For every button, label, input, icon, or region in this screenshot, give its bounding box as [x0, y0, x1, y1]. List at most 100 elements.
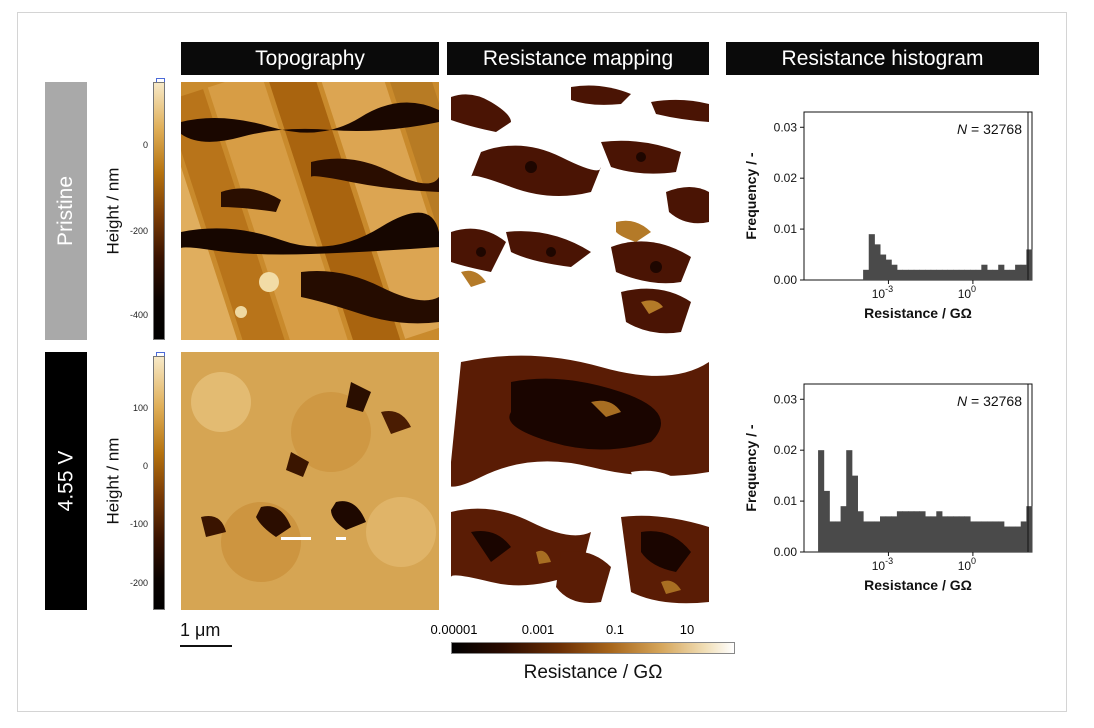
sample-count-annotation: N = 32768 [957, 121, 1022, 137]
histogram-bar [1003, 526, 1010, 552]
histogram-bar [823, 490, 830, 552]
histogram-bar [986, 269, 994, 280]
sample-count-annotation: N = 32768 [957, 393, 1022, 409]
y-axis-label: Frequency / - [743, 424, 759, 511]
histogram-bar [896, 511, 904, 552]
histogram-bar [930, 269, 937, 280]
y-tick-label: 0.00 [774, 545, 798, 559]
resistance-histogram-bias: 0.00 0.01 0.02 0.03 10-3 100 Resistance / GΩ Fr… [743, 383, 1033, 593]
height-axis-label-2: Height / nm [103, 437, 122, 525]
histogram-bar [874, 244, 881, 280]
height-tick: -400 [129, 310, 148, 320]
histogram-bar [941, 516, 949, 552]
histogram-bar [851, 475, 858, 552]
histogram-bar [936, 269, 943, 280]
histogram-bar [947, 269, 954, 280]
histogram-bar [1003, 269, 1010, 280]
resistance-map-pristine [451, 82, 709, 340]
histogram-bar [981, 521, 988, 552]
histogram-bar [863, 521, 870, 552]
height-colorbar-2 [153, 356, 165, 610]
scale-bar-label: 1 μm [180, 620, 221, 640]
histogram-bar [1026, 249, 1033, 280]
height-axis-label-1: Height / nm [103, 167, 122, 255]
x-axis-label: Resistance / GΩ [864, 577, 972, 593]
y-tick-label: 0.03 [774, 120, 798, 134]
histogram-bar [1015, 526, 1022, 552]
histogram-bar [868, 234, 875, 280]
histogram-bar [913, 511, 920, 552]
histogram-bar [992, 521, 999, 552]
histogram-bar [998, 521, 1005, 552]
x-axis-label: Resistance / GΩ [864, 305, 972, 321]
histogram-bar [992, 269, 999, 280]
histogram-bar [834, 521, 842, 552]
histogram-bar [958, 269, 965, 280]
histogram-bar [891, 516, 898, 552]
histogram-bar [964, 516, 971, 552]
y-tick-label: 0.01 [774, 222, 798, 236]
histogram-bar [970, 269, 977, 280]
row-label-bias-text: 4.55 V [54, 450, 77, 512]
row-label-bias: 4.55 V [45, 352, 87, 610]
histogram-bar [902, 511, 909, 552]
histogram-bar [981, 264, 988, 280]
histogram-bar [925, 269, 932, 280]
x-tick-label: 10-3 [872, 556, 893, 573]
histogram-bar [908, 511, 915, 552]
histogram-bar [1026, 506, 1033, 552]
histogram-bar [958, 516, 965, 552]
histogram-bar [1020, 521, 1027, 552]
histogram-bar [902, 269, 909, 280]
scale-bar [180, 645, 232, 647]
height-tick: 100 [132, 403, 148, 413]
histogram-bar [846, 450, 853, 552]
y-tick-label: 0.03 [774, 392, 798, 406]
height-tick: -100 [129, 519, 148, 529]
histogram-bar [947, 516, 954, 552]
histogram-bar [964, 269, 971, 280]
header-resistance-mapping: Resistance mapping [447, 42, 709, 75]
resistance-colorbar [451, 642, 735, 654]
resistance-colorbar-tick: 0.1 [605, 622, 625, 637]
histogram-bar [863, 269, 870, 280]
histogram-bar [868, 521, 875, 552]
histogram-bar [936, 511, 943, 552]
header-topography: Topography [181, 42, 439, 75]
histogram-bar [1015, 264, 1022, 280]
histogram-bar [874, 521, 881, 552]
histogram-bar [840, 506, 847, 552]
resistance-map-bias [451, 352, 709, 610]
histogram-bar [953, 516, 960, 552]
height-tick: 0 [142, 140, 148, 150]
histogram-bar [908, 269, 915, 280]
histogram-bar [941, 269, 949, 280]
topography-image-pristine [181, 82, 439, 340]
histogram-bar [1020, 264, 1027, 280]
histogram-bar [829, 521, 836, 552]
histogram-bar [953, 269, 960, 280]
resistance-colorbar-tick: 0.00001 [430, 622, 478, 637]
histogram-bar [1009, 526, 1016, 552]
histogram-bar [986, 521, 994, 552]
histogram-bar [975, 521, 982, 552]
histogram-bar [919, 511, 926, 552]
histogram-bar [930, 516, 937, 552]
histogram-bar [818, 450, 825, 552]
header-resistance-histogram: Resistance histogram [726, 42, 1039, 75]
height-tick: -200 [129, 226, 148, 236]
row-label-pristine-text: Pristine [54, 175, 77, 247]
histogram-bar [919, 269, 926, 280]
y-tick-label: 0.02 [774, 443, 798, 457]
y-axis-label: Frequency / - [743, 152, 759, 239]
y-tick-label: 0.01 [774, 494, 798, 508]
histogram-bar [998, 264, 1005, 280]
x-tick-label: 10-3 [872, 284, 893, 301]
histogram-bar [891, 264, 898, 280]
row-label-pristine: Pristine [45, 82, 87, 340]
plot-area [803, 111, 1033, 281]
x-tick-label: 100 [958, 284, 976, 301]
histogram-bar [975, 269, 982, 280]
histogram-bar [885, 516, 892, 552]
height-colorbar-1-top [156, 78, 165, 82]
